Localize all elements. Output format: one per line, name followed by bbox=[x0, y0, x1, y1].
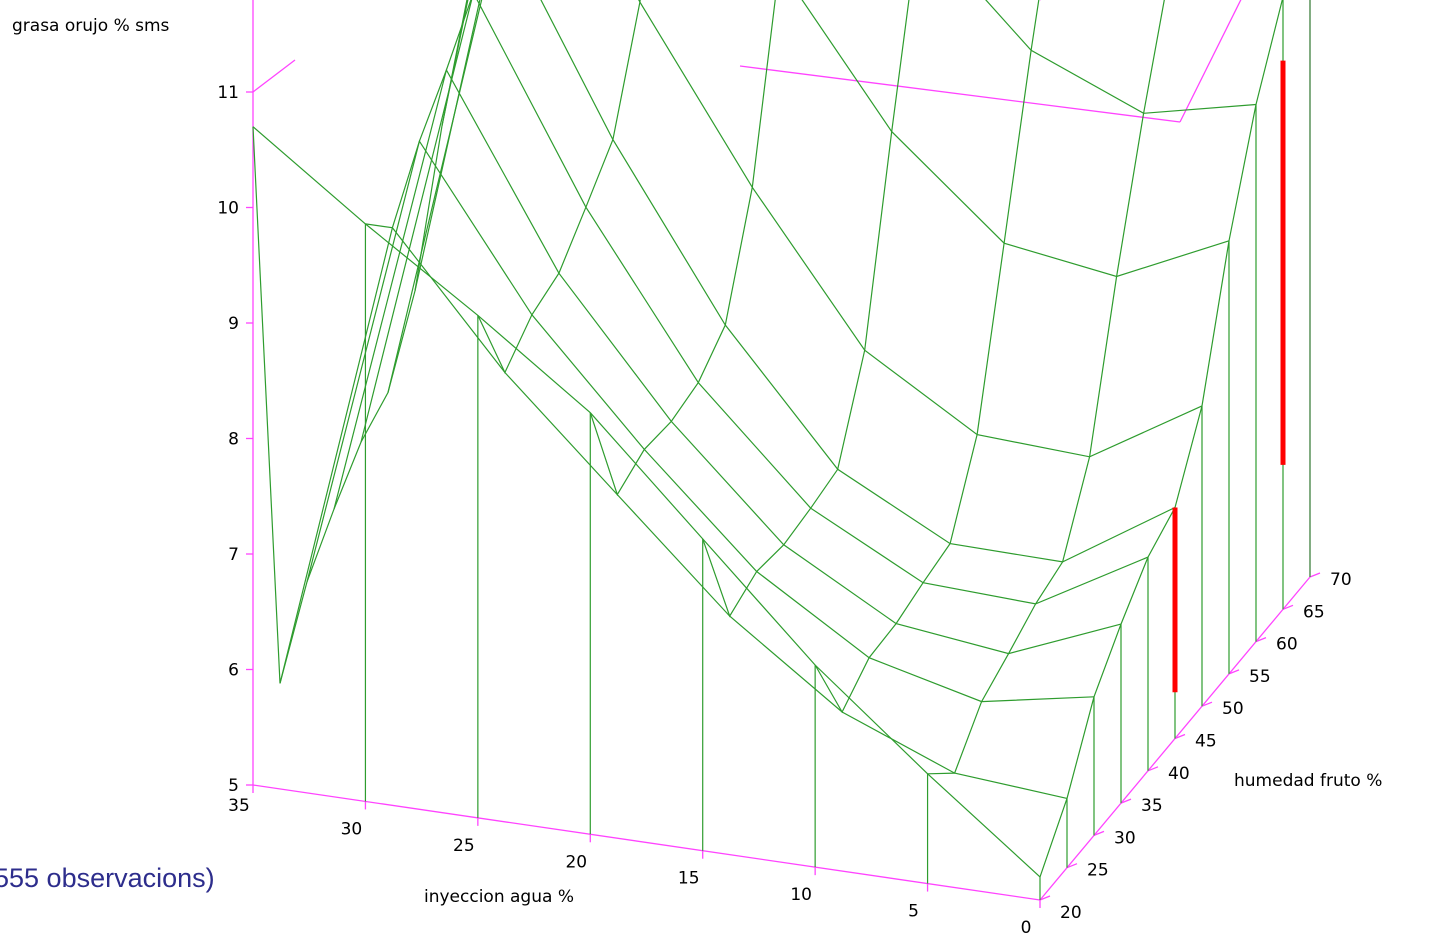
surface-mesh bbox=[252, 0, 1311, 900]
y-axis-label: humedad fruto % bbox=[1234, 771, 1382, 791]
x-tick-label: 10 bbox=[790, 885, 812, 905]
y-tick-label: 50 bbox=[1222, 699, 1244, 719]
axis-text: grasa orujo % sms inyeccion agua % humed… bbox=[12, 16, 1382, 938]
z-tick-label: 10 bbox=[217, 199, 239, 219]
y-tick-label: 65 bbox=[1303, 602, 1325, 622]
mesh-line-x bbox=[252, 126, 1041, 878]
y-tick-label: 70 bbox=[1330, 570, 1352, 590]
y-tick bbox=[1228, 669, 1240, 675]
mesh-line-x bbox=[306, 139, 1095, 703]
x-tick-label: 35 bbox=[228, 796, 250, 816]
z-tick-label: 5 bbox=[228, 776, 239, 796]
x-tick-label: 30 bbox=[341, 819, 363, 839]
x-tick-label: 15 bbox=[678, 869, 700, 889]
box-edge-left bbox=[252, 59, 296, 93]
y-tick-label: 20 bbox=[1060, 903, 1082, 923]
y-tick bbox=[1093, 830, 1105, 837]
mesh-line-y bbox=[1039, 0, 1283, 878]
y-tick-label: 45 bbox=[1195, 732, 1217, 752]
y-tick bbox=[1147, 766, 1159, 772]
mesh-line-y bbox=[702, 0, 910, 618]
x-tick-label: 25 bbox=[453, 836, 475, 856]
x-tick-label: 20 bbox=[565, 852, 587, 872]
box-edge-back-upper bbox=[739, 65, 1181, 123]
y-tick-label: 60 bbox=[1276, 635, 1298, 655]
y-tick bbox=[1282, 604, 1294, 610]
mesh-line-x bbox=[279, 226, 1068, 799]
y-tick-label: 40 bbox=[1168, 764, 1190, 784]
y-tick bbox=[1066, 863, 1078, 869]
y-tick bbox=[1174, 733, 1186, 740]
z-tick-label: 11 bbox=[217, 83, 239, 103]
box-edge-back bbox=[1179, 0, 1242, 123]
y-tick-label: 25 bbox=[1087, 861, 1109, 881]
axes-frame bbox=[246, 0, 1321, 908]
mesh-line-x bbox=[387, 0, 1176, 563]
mesh-line-x bbox=[333, 68, 1122, 655]
mesh-line-y bbox=[927, 0, 1165, 775]
y-tick bbox=[1255, 636, 1267, 643]
y-tick-label: 35 bbox=[1141, 796, 1163, 816]
y-tick bbox=[1039, 895, 1051, 901]
x-tick-label: 0 bbox=[1021, 918, 1032, 938]
mesh-line-x bbox=[360, 0, 1149, 605]
z-tick-label: 6 bbox=[228, 661, 239, 681]
mesh-line-y bbox=[814, 0, 1040, 714]
mesh-line-y bbox=[252, 0, 468, 684]
y-tick-label: 55 bbox=[1249, 667, 1271, 687]
highlight-bars bbox=[1172, 60, 1286, 693]
observations-note: 555 observacions) bbox=[0, 863, 215, 893]
mesh-line-y bbox=[365, 0, 472, 229]
z-tick-label: 8 bbox=[228, 430, 239, 450]
y-tick-label: 30 bbox=[1114, 828, 1136, 848]
mesh-line-y bbox=[589, 0, 776, 497]
x-axis-label: inyeccion agua % bbox=[424, 887, 574, 907]
z-axis-label: grasa orujo % sms bbox=[12, 16, 170, 36]
mesh-line-x bbox=[414, 0, 1203, 458]
mesh-line-x bbox=[441, 0, 1230, 278]
mesh-line-x bbox=[985, 0, 1257, 114]
mesh-line-y bbox=[477, 0, 641, 374]
z-tick-label: 7 bbox=[228, 545, 239, 565]
z-tick-label: 9 bbox=[228, 314, 239, 334]
y-tick bbox=[1120, 798, 1132, 804]
y-tick bbox=[1201, 701, 1213, 707]
x-axis-line bbox=[252, 784, 1041, 901]
y-tick bbox=[1309, 572, 1321, 578]
x-tick-label: 5 bbox=[908, 902, 919, 922]
